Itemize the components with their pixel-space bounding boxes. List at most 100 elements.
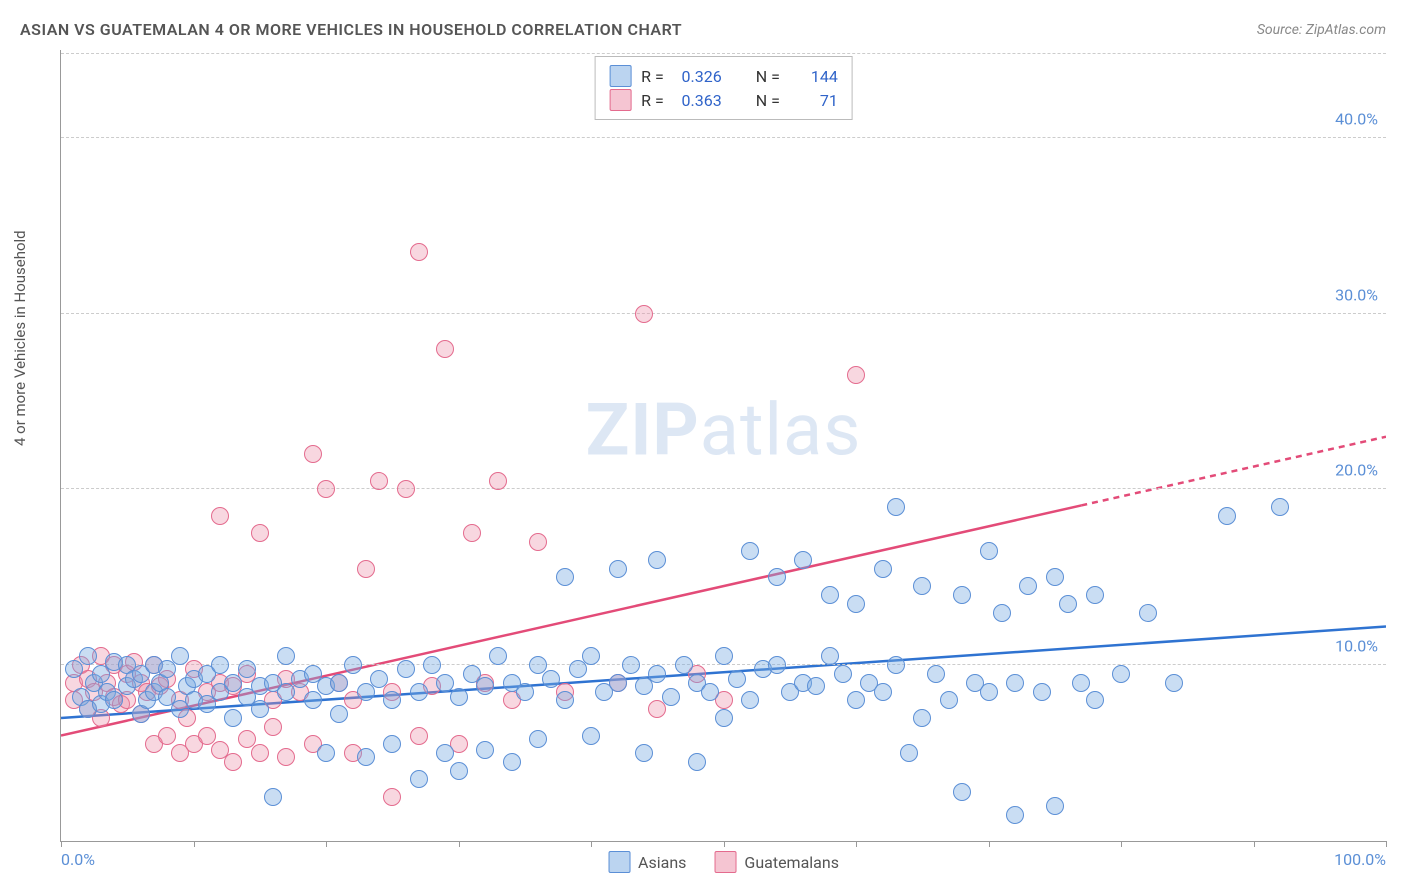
- asian-point: [953, 783, 971, 801]
- asian-point: [556, 568, 574, 586]
- asians-swatch: [609, 65, 631, 87]
- asian-point: [1033, 683, 1051, 701]
- guatemalan-point: [357, 560, 375, 578]
- asian-point: [609, 560, 627, 578]
- asian-point: [1086, 586, 1104, 604]
- asian-point: [1139, 604, 1157, 622]
- guatemalan-point: [224, 753, 242, 771]
- y-tick-label: 30.0%: [1335, 285, 1378, 304]
- guatemalan-point: [251, 744, 269, 762]
- asian-point: [397, 660, 415, 678]
- asian-point: [913, 709, 931, 727]
- guatemalan-point: [410, 727, 428, 745]
- asian-point: [768, 568, 786, 586]
- asian-point: [383, 735, 401, 753]
- scatter-plot: ZIPatlas R = 0.326 N = 144 R = 0.363 N =…: [60, 50, 1386, 842]
- x-tick: [989, 841, 990, 847]
- y-axis-label: 4 or more Vehicles in Household: [11, 230, 29, 446]
- asian-point: [251, 700, 269, 718]
- guatemalans-swatch-icon: [714, 851, 736, 873]
- guatemalan-point: [264, 718, 282, 736]
- y-tick-label: 10.0%: [1335, 637, 1378, 656]
- guatemalan-point: [436, 340, 454, 358]
- watermark: ZIPatlas: [586, 387, 862, 472]
- guatemalan-point: [251, 524, 269, 542]
- guatemalan-point: [410, 243, 428, 261]
- guatemalan-point: [238, 730, 256, 748]
- guatemalan-point: [158, 727, 176, 745]
- asian-point: [370, 670, 388, 688]
- asian-point: [741, 542, 759, 560]
- guatemalans-swatch: [609, 89, 631, 111]
- asian-point: [105, 691, 123, 709]
- asian-point: [410, 683, 428, 701]
- asian-point: [304, 691, 322, 709]
- asian-point: [715, 647, 733, 665]
- asian-point: [609, 674, 627, 692]
- asian-point: [847, 691, 865, 709]
- guatemalan-point: [463, 524, 481, 542]
- asian-point: [1086, 691, 1104, 709]
- asian-point: [224, 674, 242, 692]
- asian-point: [728, 670, 746, 688]
- asian-point: [874, 560, 892, 578]
- asian-point: [264, 788, 282, 806]
- asian-point: [1271, 498, 1289, 516]
- asian-point: [423, 656, 441, 674]
- x-tick: [1386, 841, 1387, 847]
- x-tick: [591, 841, 592, 847]
- asian-point: [834, 665, 852, 683]
- guatemalan-point: [317, 480, 335, 498]
- source-label: Source: ZipAtlas.com: [1257, 22, 1386, 38]
- asian-point: [529, 656, 547, 674]
- asian-point: [436, 744, 454, 762]
- asian-point: [489, 647, 507, 665]
- asian-point: [344, 656, 362, 674]
- asian-point: [542, 670, 560, 688]
- asian-point: [1165, 674, 1183, 692]
- asian-point: [993, 604, 1011, 622]
- asian-point: [701, 683, 719, 701]
- asian-point: [1218, 507, 1236, 525]
- asian-point: [675, 656, 693, 674]
- gridline: [61, 137, 1386, 138]
- asian-point: [648, 665, 666, 683]
- asian-point: [317, 744, 335, 762]
- asian-point: [556, 691, 574, 709]
- guatemalan-point: [277, 748, 295, 766]
- x-tick: [1121, 841, 1122, 847]
- guatemalan-point: [397, 480, 415, 498]
- asian-point: [847, 595, 865, 613]
- guatemalan-point: [635, 305, 653, 323]
- asian-point: [953, 586, 971, 604]
- asian-point: [436, 674, 454, 692]
- asian-point: [582, 727, 600, 745]
- asian-point: [410, 770, 428, 788]
- asian-point: [980, 542, 998, 560]
- x-max-label: 100.0%: [1334, 850, 1386, 869]
- asian-point: [582, 647, 600, 665]
- asian-point: [516, 683, 534, 701]
- asian-point: [529, 730, 547, 748]
- asian-point: [635, 744, 653, 762]
- guatemalan-point: [211, 507, 229, 525]
- asian-point: [1046, 568, 1064, 586]
- asian-point: [821, 586, 839, 604]
- asian-point: [913, 577, 931, 595]
- asian-point: [450, 762, 468, 780]
- asian-point: [238, 660, 256, 678]
- asian-point: [357, 748, 375, 766]
- x-tick: [856, 841, 857, 847]
- asian-point: [900, 744, 918, 762]
- asian-point: [821, 647, 839, 665]
- asian-point: [794, 551, 812, 569]
- asian-point: [927, 665, 945, 683]
- asian-point: [450, 688, 468, 706]
- asian-point: [503, 753, 521, 771]
- asian-point: [330, 674, 348, 692]
- correlation-legend: R = 0.326 N = 144 R = 0.363 N = 71: [594, 56, 853, 120]
- asian-point: [277, 647, 295, 665]
- asian-point: [1072, 674, 1090, 692]
- asian-point: [383, 691, 401, 709]
- asian-point: [741, 691, 759, 709]
